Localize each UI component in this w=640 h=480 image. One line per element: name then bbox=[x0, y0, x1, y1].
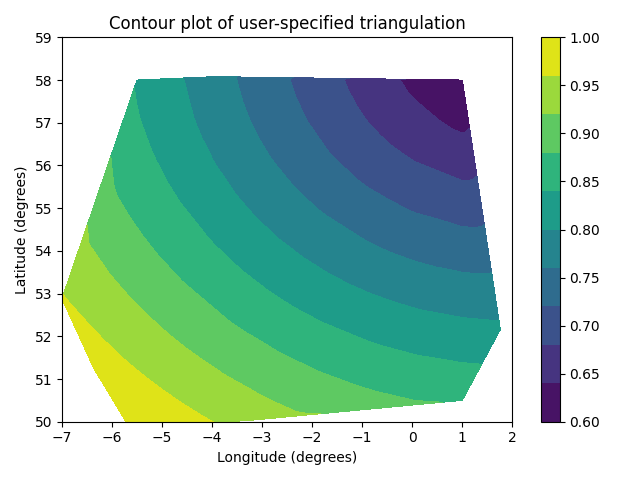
Y-axis label: Latitude (degrees): Latitude (degrees) bbox=[15, 165, 29, 294]
Title: Contour plot of user-specified triangulation: Contour plot of user-specified triangula… bbox=[109, 15, 465, 33]
X-axis label: Longitude (degrees): Longitude (degrees) bbox=[217, 451, 357, 465]
